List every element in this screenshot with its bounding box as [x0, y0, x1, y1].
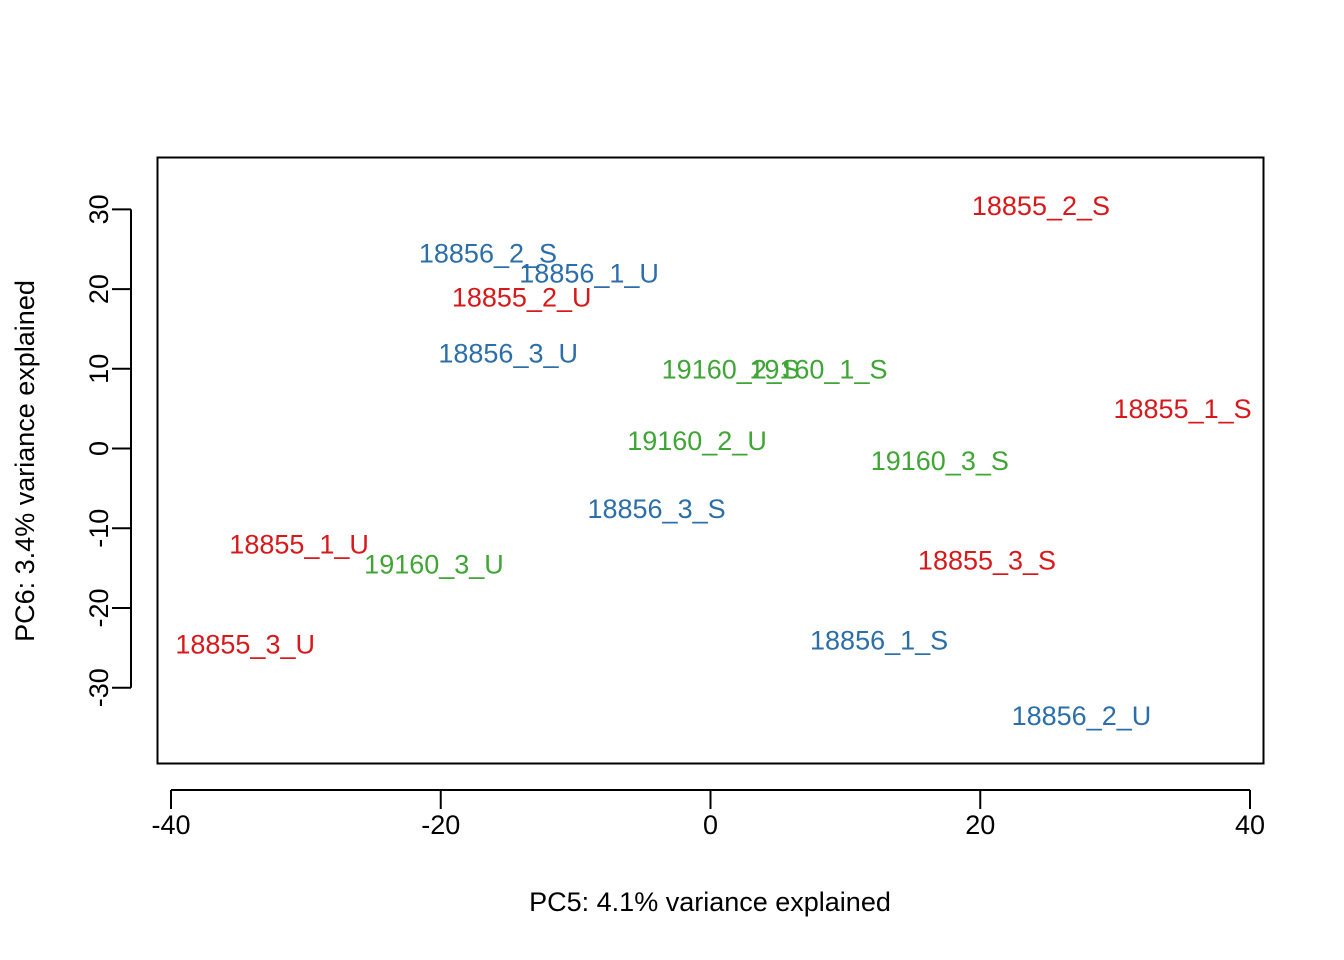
point-label: 18855_3_U: [175, 629, 315, 659]
y-tick-label: 0: [84, 441, 114, 456]
x-tick-label: 0: [703, 810, 718, 840]
y-tick-label: -30: [84, 668, 114, 707]
point-label: 18855_1_U: [229, 530, 369, 560]
y-axis: -30 -20 -10 0 10 20 30: [84, 194, 132, 707]
point-label: 18855_3_S: [918, 546, 1056, 576]
point-label: 18856_1_U: [519, 259, 659, 289]
x-axis: -40 -20 0 20 40: [151, 789, 1265, 840]
point-label: 18856_2_S: [419, 239, 557, 269]
point-label: 18856_2_U: [1012, 701, 1152, 731]
x-tick-label: -20: [421, 810, 460, 840]
y-tick-label: -10: [84, 509, 114, 548]
x-tick-label: -40: [151, 810, 190, 840]
point-label: 18856_1_S: [810, 625, 948, 655]
point-label: 18856_3_U: [438, 338, 578, 368]
point-label: 18855_2_S: [972, 191, 1110, 221]
y-tick-label: 30: [84, 194, 114, 224]
point-label: 18855_2_U: [452, 282, 592, 312]
point-label: 19160_3_S: [871, 446, 1009, 476]
point-label: 19160_2_U: [627, 426, 767, 456]
point-label: 18856_3_S: [587, 494, 725, 524]
x-tick-label: 20: [965, 810, 995, 840]
point-label: 19160_2_S: [662, 354, 800, 384]
x-axis-label: PC5: 4.1% variance explained: [529, 887, 891, 917]
y-tick-label: -20: [84, 588, 114, 627]
point-label: 19160_1_S: [749, 354, 887, 384]
y-axis-label: PC6: 3.4% variance explained: [10, 280, 40, 642]
point-label: 18855_1_S: [1114, 394, 1252, 424]
point-label: 19160_3_U: [364, 550, 504, 580]
y-tick-label: 20: [84, 274, 114, 304]
plot-box: [156, 156, 1265, 765]
x-tick-label: 40: [1235, 810, 1265, 840]
y-tick-label: 10: [84, 354, 114, 384]
